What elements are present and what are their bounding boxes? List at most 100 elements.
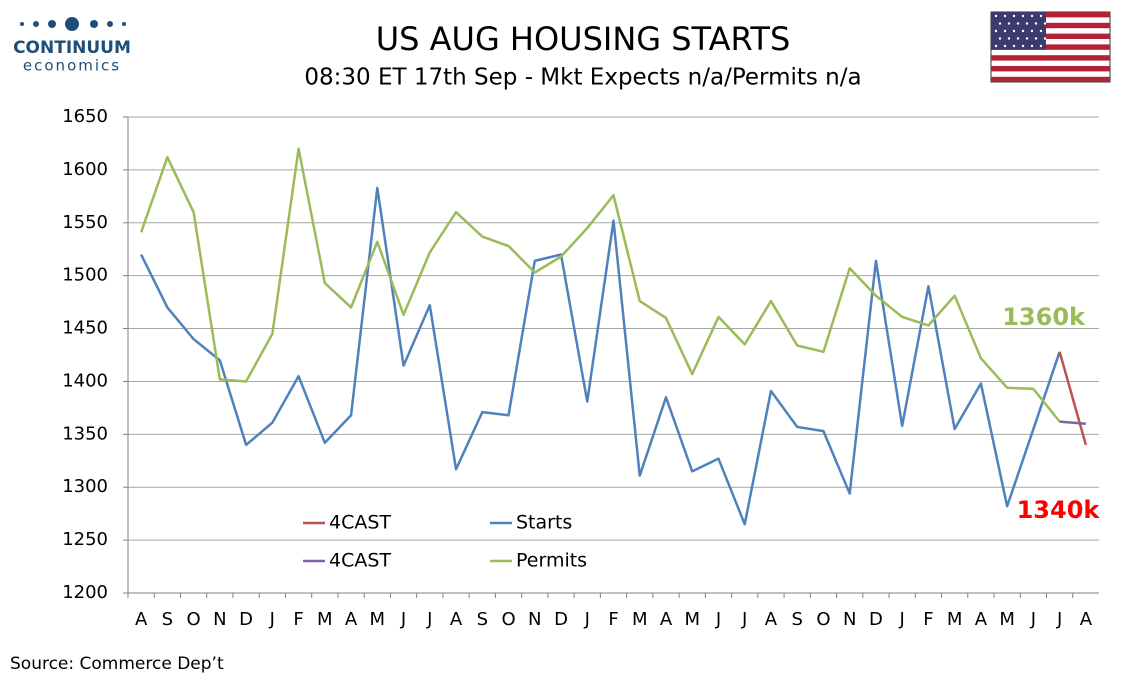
- flag-stripe: [991, 44, 1110, 50]
- x-tick-label: J: [715, 609, 721, 630]
- logo-dot: [90, 20, 98, 28]
- flag-star: [1034, 37, 1038, 40]
- annotation: 1360k: [1002, 303, 1086, 331]
- y-tick-label: 1350: [62, 423, 108, 444]
- flag-canton: [991, 12, 1046, 50]
- flag-star: [1012, 14, 1016, 18]
- y-tick-label: 1450: [62, 318, 108, 339]
- flag-star: [1039, 29, 1043, 33]
- x-tick-label: S: [162, 609, 173, 630]
- x-tick-label: O: [501, 609, 515, 630]
- flag-star: [1021, 29, 1025, 33]
- y-tick-label: 1600: [62, 159, 108, 180]
- source-note: Source: Commerce Dep’t: [10, 654, 224, 674]
- x-tick-label: A: [345, 609, 358, 630]
- series-line: [140, 186, 1061, 526]
- flag-star: [1007, 37, 1011, 40]
- flag-stripe: [991, 12, 1110, 18]
- flag-star: [998, 37, 1002, 40]
- flag-star: [1021, 14, 1025, 18]
- flag-star: [998, 22, 1002, 25]
- flag-star: [1021, 44, 1025, 48]
- x-tick-label: M: [632, 609, 648, 630]
- y-tick-label: 1250: [62, 529, 108, 550]
- x-tick-label: M: [684, 609, 700, 630]
- series-line: [1059, 420, 1086, 426]
- flag-stripe: [991, 33, 1110, 39]
- x-tick-label: N: [843, 609, 856, 630]
- flag-stripe: [991, 76, 1110, 82]
- logo-dot: [107, 21, 113, 27]
- x-tick-label: N: [213, 609, 226, 630]
- y-tick-label: 1400: [62, 370, 108, 391]
- x-tick-label: A: [975, 609, 988, 630]
- flag-star: [1043, 37, 1047, 40]
- logo-dot: [65, 17, 79, 31]
- flag-star: [1003, 14, 1007, 18]
- logo-dot: [122, 22, 126, 26]
- x-tick-label: J: [1030, 609, 1036, 630]
- x-tick-label: J: [1056, 609, 1062, 630]
- annotation: 1340k: [1017, 496, 1101, 524]
- flag-star: [1003, 44, 1007, 48]
- flag-star: [1012, 44, 1016, 48]
- legend-label: 4CAST: [329, 550, 391, 572]
- x-tick-label: J: [584, 609, 590, 630]
- x-tick-label: M: [370, 609, 386, 630]
- logo-dot: [48, 20, 56, 28]
- flag-stripe: [991, 22, 1110, 29]
- logo-dot: [33, 21, 39, 27]
- flag-star: [1025, 22, 1029, 25]
- x-tick-label: J: [400, 609, 406, 630]
- logo-tagline: economics: [23, 57, 121, 75]
- x-tick-label: N: [528, 609, 541, 630]
- flag-star: [1030, 44, 1034, 48]
- logo: CONTINUUM economics: [13, 17, 131, 75]
- x-tick-label: S: [791, 609, 802, 630]
- flag-star: [994, 29, 998, 33]
- x-tick-label: J: [269, 609, 275, 630]
- flag-star: [994, 44, 998, 48]
- x-tick-label: M: [947, 609, 963, 630]
- flag-star: [1039, 14, 1043, 18]
- flag: [990, 11, 1111, 83]
- chart-title: US AUG HOUSING STARTS: [376, 20, 791, 58]
- y-tick-label: 1500: [62, 265, 108, 286]
- flag-star: [1016, 22, 1020, 25]
- flag-star: [994, 14, 998, 18]
- flag-star: [1034, 22, 1038, 25]
- x-tick-label: A: [660, 609, 673, 630]
- x-tick-label: M: [999, 609, 1015, 630]
- flag-star: [1030, 29, 1034, 33]
- series-line: [1058, 351, 1088, 446]
- x-tick-label: M: [317, 609, 333, 630]
- flag-star: [1012, 29, 1016, 33]
- x-tick-label: J: [899, 609, 905, 630]
- flag-star: [1007, 22, 1011, 25]
- flag-star: [1030, 14, 1034, 18]
- flag-star: [1025, 37, 1029, 40]
- flag-star: [1016, 37, 1020, 40]
- flag-star: [1043, 22, 1047, 25]
- x-tick-label: A: [450, 609, 463, 630]
- x-tick-label: J: [426, 609, 432, 630]
- x-tick-label: A: [135, 609, 148, 630]
- x-tick-label: F: [293, 609, 303, 630]
- legend-label: Permits: [516, 550, 587, 572]
- flag-star: [1039, 44, 1043, 48]
- x-tick-label: F: [608, 609, 618, 630]
- logo-dot: [20, 22, 24, 26]
- legend-label: 4CAST: [329, 512, 391, 534]
- x-tick-label: D: [239, 609, 253, 630]
- flag-stripe: [991, 66, 1110, 72]
- x-tick-label: F: [923, 609, 933, 630]
- x-tick-label: A: [1080, 609, 1093, 630]
- y-tick-label: 1550: [62, 212, 108, 233]
- y-tick-label: 1200: [62, 582, 108, 603]
- logo-name: CONTINUUM: [13, 38, 131, 58]
- x-tick-label: O: [816, 609, 830, 630]
- y-tick-label: 1300: [62, 476, 108, 497]
- series-line: [139, 147, 1061, 423]
